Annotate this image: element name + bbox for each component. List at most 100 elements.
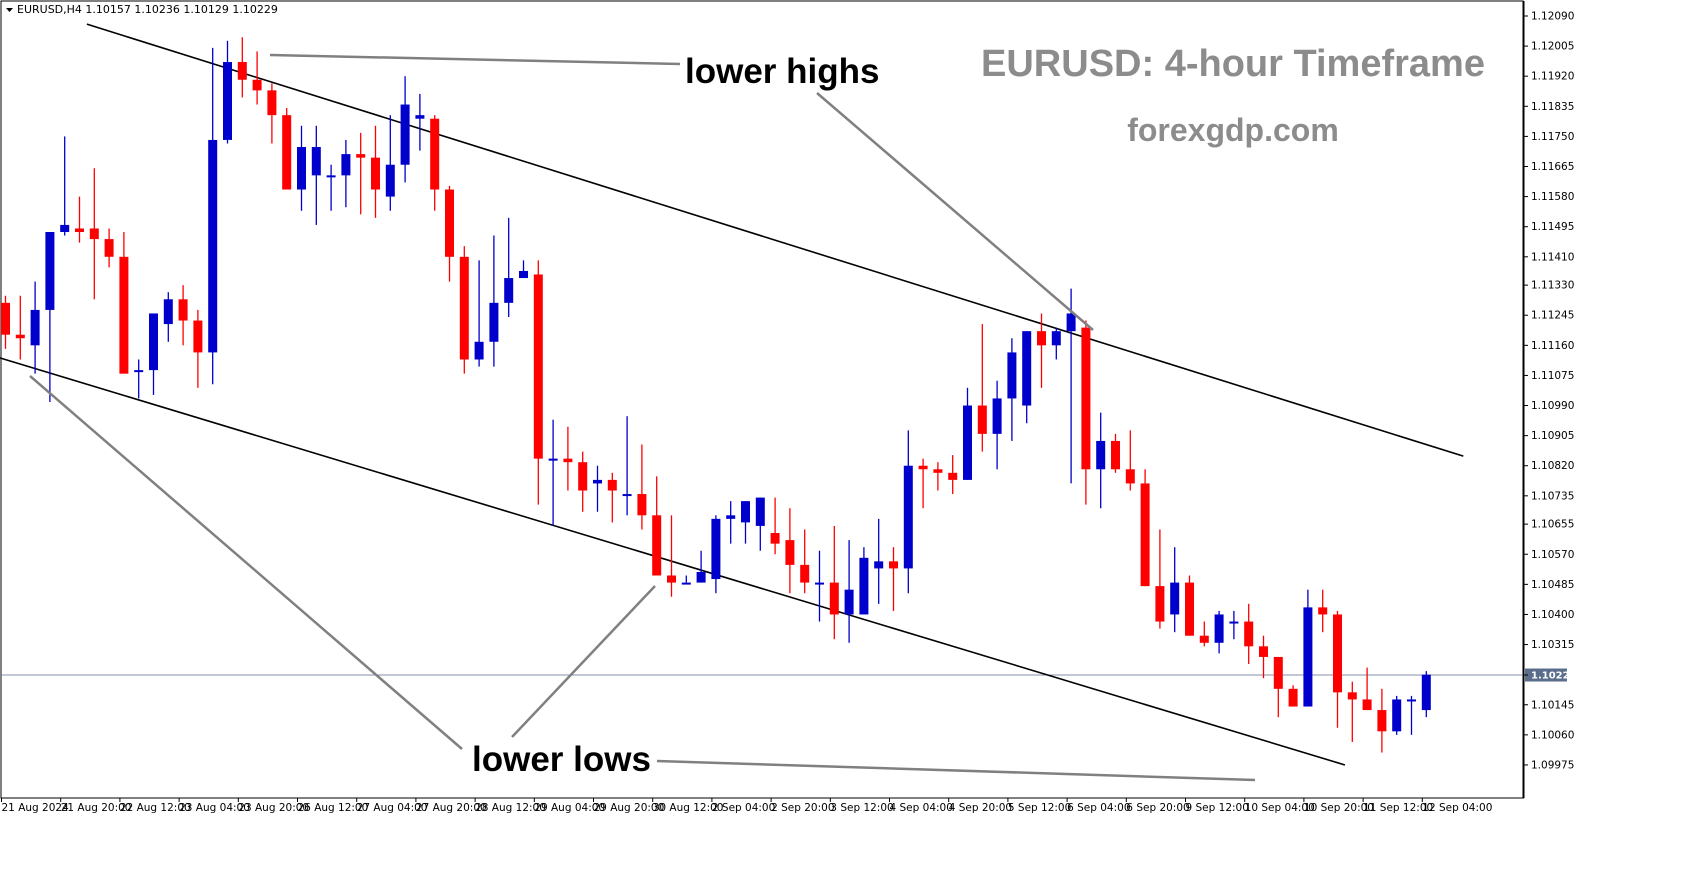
candle-body-bull [489,302,499,342]
label-lower-lows: lower lows [472,740,651,779]
y-tick-label: 1.10735 [1531,490,1574,502]
x-tick-label: 26 Aug 12:00 [298,802,369,814]
y-tick-label: 1.10990 [1531,400,1574,412]
candle-body-bull [844,589,854,615]
candle [208,47,218,385]
x-tick-label: 2 Sep 20:00 [771,802,834,814]
candle [30,281,40,374]
y-tick-label: 1.10655 [1531,519,1574,531]
candle-body-bull [1214,614,1224,643]
candle-body-bear [785,540,795,565]
candle-body-bear [445,189,454,257]
candle [770,497,780,555]
candle-body-bear [948,472,958,480]
candle-body-bull [311,147,321,176]
candle [178,285,188,346]
candle-body-bull [1303,607,1313,707]
candle-body-bear [459,256,469,360]
candle-body-bull [681,582,691,585]
x-tick-label: 4 Sep 20:00 [949,802,1012,814]
y-tick-label: 1.11920 [1531,71,1574,83]
candle [223,40,232,144]
candle-body-bull [741,501,750,523]
candle-body-bear [770,533,780,544]
candle [1407,695,1416,735]
candle [696,550,706,583]
candle-body-bear [1037,331,1046,346]
candle [755,497,765,551]
candle-body-bear [104,239,114,257]
x-tick-label: 11 Sep 12:00 [1363,802,1433,814]
candle-body-bear [1140,483,1150,587]
candle-body-bear [1273,656,1283,689]
candle-body-bull [400,104,410,165]
candle [563,426,573,491]
x-tick-label: 10 Sep 20:00 [1304,802,1374,814]
candle-body-bear [75,228,84,233]
candle-body-bull [1407,699,1416,702]
y-tick-label: 1.10400 [1531,609,1574,621]
x-tick-label: 3 Sep 12:00 [830,802,893,814]
candle-body-bear [1081,327,1091,470]
x-tick-label: 22 Aug 12:00 [120,802,191,814]
candle [356,132,366,215]
collapse-triangle-icon[interactable] [6,8,13,12]
symbol-header: EURUSD,H4 1.10157 1.10236 1.10129 1.1022… [6,3,278,16]
candle [1066,288,1076,484]
candle-body-bull [726,515,736,519]
candle [992,380,1002,470]
candle [282,108,292,190]
x-tick-label: 5 Sep 12:00 [1008,802,1071,814]
y-tick-label: 1.10145 [1531,699,1574,711]
candle [326,164,336,211]
y-tick-label: 1.11750 [1531,131,1574,143]
candle-body-bull [874,561,884,569]
candles-layer [1,37,1431,753]
candle-body-bull [1007,352,1017,399]
candle [45,232,55,402]
x-tick-label: 28 Aug 12:00 [475,802,546,814]
candle-body-bull [963,405,972,480]
y-tick-label: 1.11835 [1531,101,1574,113]
x-tick-label: 27 Aug 04:00 [357,802,428,814]
candle [311,125,321,225]
candle [948,455,958,495]
trendline-upper-channel[interactable] [86,23,1464,457]
candle [652,476,662,576]
candle [637,444,647,530]
candle-body-bull [815,582,824,585]
y-tick-label: 1.12005 [1531,41,1574,53]
candle-body-bear [1377,710,1387,732]
candle-body-bull [903,465,913,569]
candle-body-bull [1066,313,1076,332]
candle-body-bear [1185,582,1194,636]
candle-body-bear [933,469,943,473]
candle [60,136,70,236]
plot-frame [0,0,1524,799]
candle [726,501,736,544]
candle [859,547,869,615]
current-price-tag [1525,668,1567,682]
candle-body-bear [1288,688,1298,707]
candle [104,228,114,268]
candle-body-bull [326,175,336,178]
candle [415,93,425,151]
candle-body-bear [1362,699,1372,711]
candle [977,324,987,452]
candle-body-bull [622,494,632,497]
candle-body-bull [1096,440,1106,470]
pointer-highs-right [816,92,1094,331]
candle-body-bear [119,256,129,374]
x-tick-label: 23 Aug 20:00 [238,802,309,814]
overlay-subtitle: forexgdp.com [1127,112,1339,148]
candle [667,515,676,597]
candle [741,501,750,544]
candle-body-bull [45,232,55,310]
candle-body-bull [1421,674,1431,711]
candle-body-bull [60,224,70,233]
candle [489,235,499,367]
candle-body-bear [1259,646,1268,657]
